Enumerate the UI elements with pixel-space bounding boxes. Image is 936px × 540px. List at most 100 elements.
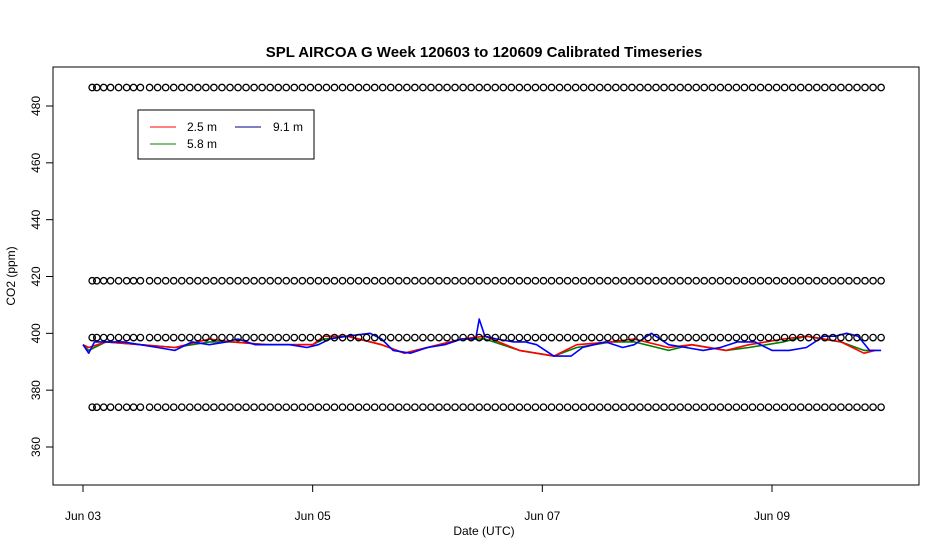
- flag-marker: [114, 276, 123, 285]
- flag-marker: [242, 83, 250, 92]
- flag-marker: [716, 333, 725, 342]
- flag-marker: [571, 276, 580, 285]
- flag-marker: [92, 333, 101, 342]
- flag-marker: [99, 276, 108, 285]
- flag-marker: [386, 333, 395, 342]
- flag-marker: [869, 276, 877, 285]
- flag-marker: [708, 83, 717, 92]
- x-tick-label: Jun 09: [754, 509, 790, 523]
- flag-marker: [362, 333, 371, 342]
- flag-marker: [620, 403, 628, 412]
- flag-marker: [700, 333, 709, 342]
- flag-marker: [106, 276, 115, 285]
- flag-marker: [491, 403, 500, 412]
- flag-marker: [764, 276, 773, 285]
- flag-marker: [595, 333, 604, 342]
- flag-marker: [475, 333, 484, 342]
- flag-marker: [88, 333, 97, 342]
- flag-marker: [571, 403, 580, 412]
- y-tick-label: 440: [29, 209, 43, 229]
- flag-marker: [129, 83, 138, 92]
- flag-marker: [877, 276, 885, 285]
- flag-marker: [587, 83, 596, 92]
- flag-marker: [845, 276, 853, 285]
- flag-marker: [684, 333, 693, 342]
- flag-marker: [845, 83, 853, 92]
- flag-marker: [114, 333, 123, 342]
- flag-marker: [394, 276, 403, 285]
- flag-marker: [579, 83, 588, 92]
- flag-marker: [314, 333, 323, 342]
- flag-marker: [861, 333, 869, 342]
- flag-marker: [628, 83, 636, 92]
- flag-marker: [394, 403, 403, 412]
- flag-marker: [467, 403, 475, 412]
- flag-marker: [780, 276, 789, 285]
- flag-marker: [756, 276, 765, 285]
- flag-marker: [539, 403, 548, 412]
- flag-marker: [177, 333, 186, 342]
- flag-marker: [338, 276, 347, 285]
- flag-marker: [563, 83, 572, 92]
- flag-marker: [676, 276, 684, 285]
- flag-marker: [740, 276, 749, 285]
- flag-marker: [796, 333, 805, 342]
- flag-marker: [748, 276, 757, 285]
- flag-marker: [435, 276, 443, 285]
- flag-marker: [611, 276, 620, 285]
- flag-marker: [531, 333, 540, 342]
- flag-marker: [820, 83, 829, 92]
- flag-marker: [812, 333, 821, 342]
- flag-marker: [636, 333, 644, 342]
- flag-marker: [258, 333, 266, 342]
- flag-marker: [531, 83, 540, 92]
- flag-marker: [169, 403, 178, 412]
- flag-marker: [764, 333, 773, 342]
- flag-marker: [266, 403, 275, 412]
- flag-marker: [402, 83, 411, 92]
- flag-marker: [740, 403, 749, 412]
- flag-marker: [129, 333, 138, 342]
- flag-marker: [692, 276, 701, 285]
- y-tick-label: 420: [29, 266, 43, 286]
- flag-marker: [684, 83, 693, 92]
- flag-marker: [579, 333, 588, 342]
- flag-marker: [378, 83, 387, 92]
- flag-marker: [136, 333, 145, 342]
- flag-marker: [330, 276, 339, 285]
- flag-marker: [724, 276, 733, 285]
- flag-marker: [322, 83, 331, 92]
- y-axis-label: CO2 (ppm): [4, 246, 18, 305]
- flag-marker: [668, 276, 676, 285]
- flag-marker: [362, 83, 371, 92]
- flag-marker: [652, 403, 660, 412]
- flag-marker: [298, 403, 307, 412]
- flag-marker: [370, 403, 379, 412]
- y-tick-label: 460: [29, 153, 43, 173]
- flag-marker: [330, 333, 339, 342]
- flag-marker: [780, 403, 789, 412]
- flag-marker: [491, 276, 500, 285]
- flag-marker: [282, 83, 291, 92]
- flag-marker: [274, 276, 283, 285]
- legend-label-9-1m: 9.1 m: [273, 120, 303, 134]
- flag-marker: [804, 403, 813, 412]
- flag-marker: [772, 333, 781, 342]
- flag-marker: [491, 83, 500, 92]
- flag-marker: [820, 276, 829, 285]
- flag-marker: [877, 83, 885, 92]
- flag-marker: [419, 83, 427, 92]
- flag-marker: [274, 83, 283, 92]
- flag-marker: [788, 403, 797, 412]
- flag-marker: [226, 276, 234, 285]
- flag-marker: [595, 83, 604, 92]
- flag-marker: [459, 83, 467, 92]
- flag-marker: [780, 333, 789, 342]
- flag-marker: [620, 83, 628, 92]
- flag-marker: [483, 333, 492, 342]
- flag-marker: [788, 83, 797, 92]
- flag-marker: [820, 403, 829, 412]
- flag-marker: [796, 276, 805, 285]
- flag-marker: [829, 276, 837, 285]
- flag-marker: [290, 83, 299, 92]
